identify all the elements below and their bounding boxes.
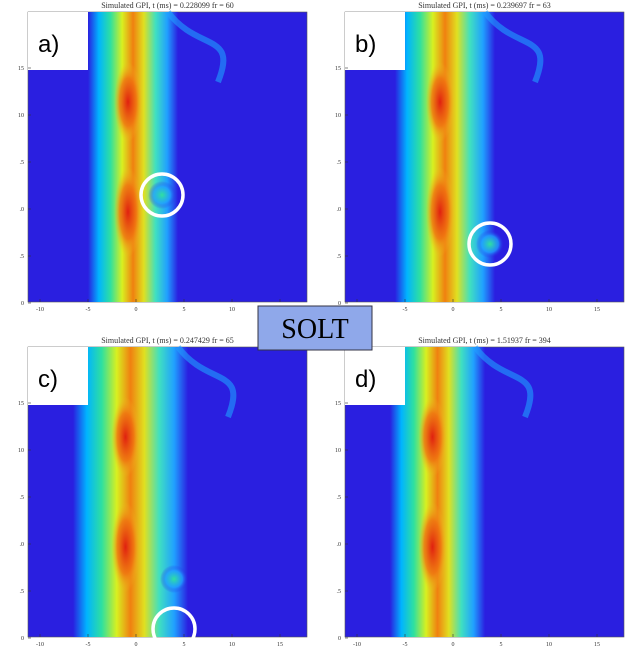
solt-box [257,305,373,351]
panel-label: d) [355,366,376,393]
y-tick-label: 10 [18,448,24,454]
plume [472,345,534,419]
x-tick-label: -10 [353,642,361,648]
y-tick-label: .0 [20,542,25,548]
panel: Simulated GPI, t (ms) = 0.247429 fr = 65… [18,336,308,652]
blob [148,181,176,209]
hot-region [114,62,142,142]
y-tick-label: 10 [335,113,341,119]
panel: Simulated GPI, t (ms) = 1.51937 fr = 394… [335,336,625,648]
x-tick-label: -5 [403,642,408,648]
panel: Simulated GPI, t (ms) = 0.239697 fr = 63… [335,1,625,313]
highlight-circle [139,172,185,218]
blob [160,565,188,593]
plasma-stripe [395,12,495,302]
hot-region [111,397,140,477]
x-tick-label: 10 [229,642,235,648]
label-box [28,12,88,70]
y-tick-label: .5 [20,254,25,260]
highlight-circle [467,221,513,267]
label-box [345,12,405,70]
hot-region [426,62,454,142]
x-tick-label: -5 [403,307,408,313]
hot-region [426,167,454,257]
blob [476,230,504,258]
y-tick-label: .0 [20,207,25,213]
panel-title: Simulated GPI, t (ms) = 1.51937 fr = 394 [418,336,551,345]
x-tick-label: 10 [546,307,552,313]
x-tick-label: 15 [594,307,600,313]
y-tick-label: .5 [20,589,25,595]
panel-title: Simulated GPI, t (ms) = 0.228099 fr = 60 [101,1,234,10]
hot-region [114,167,142,257]
x-tick-label: -10 [36,642,44,648]
plasma-stripe [88,12,178,302]
y-tick-label: 10 [335,448,341,454]
x-tick-label: 15 [594,642,600,648]
label-box [28,347,88,405]
y-tick-label: 0 [338,301,341,307]
x-tick-label: 0 [135,642,138,648]
x-tick-label: 5 [183,642,186,648]
y-tick-label: .5 [337,495,342,501]
y-tick-label: .0 [337,207,342,213]
y-tick-label: 15 [18,66,24,72]
y-tick-label: .5 [337,589,342,595]
x-tick-label: -10 [36,307,44,313]
panel: Simulated GPI, t (ms) = 0.228099 fr = 60… [18,1,308,313]
x-tick-label: 0 [452,307,455,313]
x-tick-label: 15 [277,642,283,648]
x-tick-label: 5 [183,307,186,313]
x-tick-label: 5 [500,642,503,648]
y-tick-label: 0 [338,636,341,642]
label-box [345,347,405,405]
x-tick-label: -5 [86,307,91,313]
y-tick-label: 0 [21,636,24,642]
x-tick-label: 5 [500,307,503,313]
y-tick-label: .5 [337,254,342,260]
y-tick-label: 0 [21,301,24,307]
panel-label: c) [38,366,58,393]
panel-label: b) [355,31,376,58]
plume [482,10,544,84]
solt-label: SOLT [281,314,348,345]
plume [165,10,227,84]
y-tick-label: 15 [335,401,341,407]
y-tick-label: .0 [337,542,342,548]
panel-title: Simulated GPI, t (ms) = 0.239697 fr = 63 [418,1,551,10]
x-tick-label: 0 [452,642,455,648]
y-tick-label: 15 [335,66,341,72]
y-tick-label: .5 [20,495,25,501]
y-tick-label: .5 [337,160,342,166]
x-tick-label: 10 [546,642,552,648]
hot-region [418,502,447,592]
x-tick-label: 0 [135,307,138,313]
highlight-circle [151,606,197,652]
hot-region [111,502,140,592]
panel-title: Simulated GPI, t (ms) = 0.247429 fr = 65 [101,336,234,345]
x-tick-label: -5 [86,642,91,648]
y-tick-label: 15 [18,401,24,407]
plasma-stripe [73,347,188,637]
y-tick-label: .5 [20,160,25,166]
y-tick-label: 10 [18,113,24,119]
hot-region [418,397,447,477]
panel-label: a) [38,31,59,58]
plume [175,345,237,419]
x-tick-label: 10 [229,307,235,313]
